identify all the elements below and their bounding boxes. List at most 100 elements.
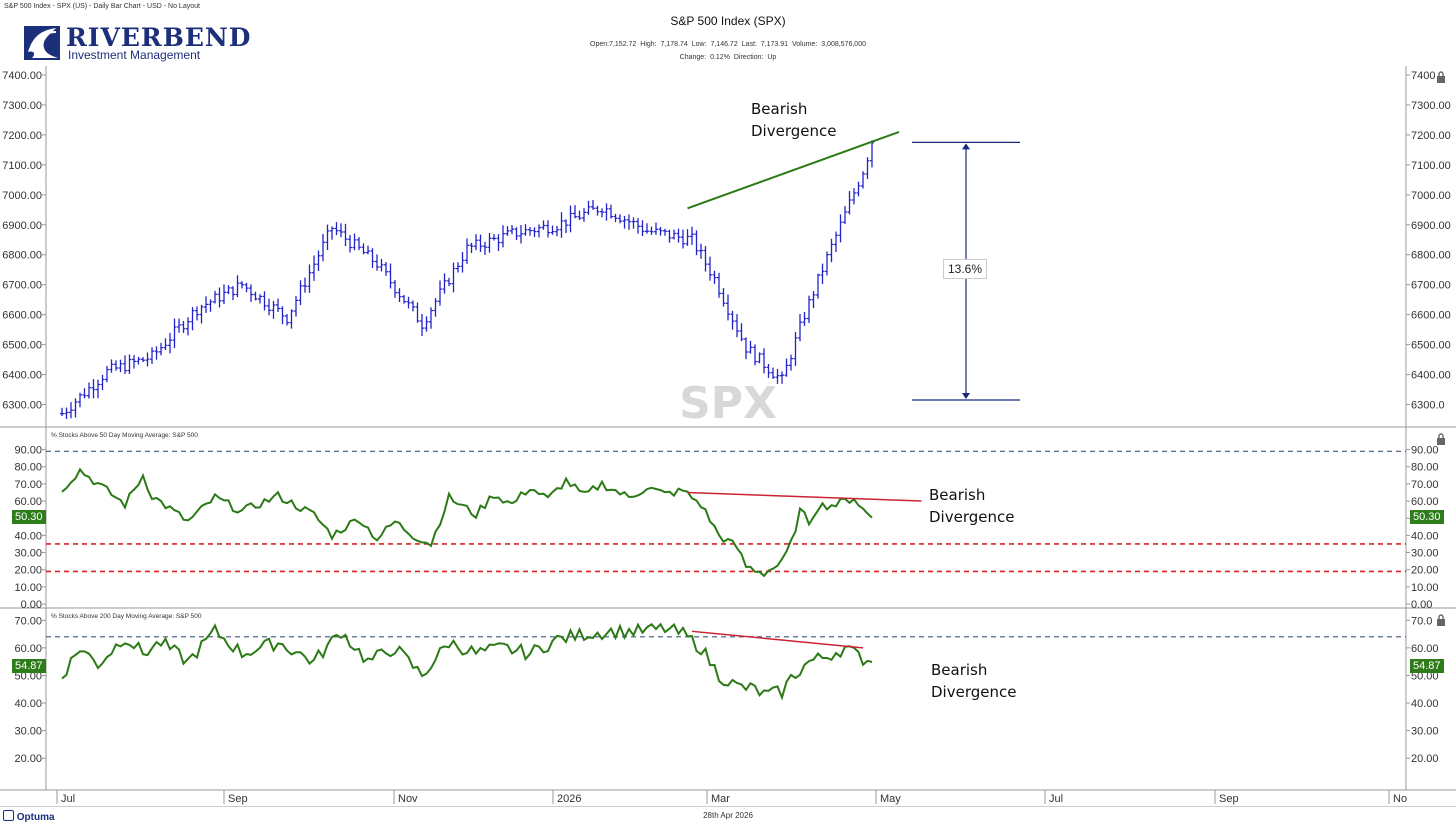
y-tick-label-right: 6400.00 [1411,370,1451,382]
price-bar [780,371,784,384]
lock-icon[interactable] [1436,70,1446,88]
price-bar [190,307,195,331]
price-bar [510,225,514,235]
price-bar [519,224,523,244]
price-bar [559,212,564,238]
price-bar [91,379,96,399]
price-bar [757,352,762,364]
price-bar [298,280,303,306]
price-bar [123,355,127,374]
y-tick-label-right: 20.00 [1411,753,1439,765]
logo-name: RIVERBEND [66,23,252,52]
price-bar [514,227,519,241]
price-bar [366,245,370,255]
y-tick-label-right: 40.00 [1411,698,1439,710]
y-tick-label-left: 7100.00 [2,160,42,172]
annotation-line-2: Divergence [931,683,1017,701]
ohlc-readout: Open:7,152.72 High: 7,178.74 Low: 7,146.… [590,41,866,48]
y-tick-label-right: 6300.0 [1411,400,1445,412]
price-bar [793,332,798,366]
price-bar [433,298,438,317]
price-bar [672,229,676,240]
price-bar [451,262,456,293]
y-tick-label-right: 40.00 [1411,530,1439,542]
y-tick-label-left: 6300.00 [2,400,42,412]
y-tick-label-right: 6800.00 [1411,250,1451,262]
watermark: SPX [679,378,777,429]
price-bar [829,238,834,263]
price-bar [645,223,649,234]
price-bar [649,226,654,235]
price-bar [856,181,861,197]
y-tick-label-left: 60.00 [14,496,42,508]
price-bar [465,238,469,264]
price-bar [726,294,730,321]
y-tick-label-left: 70.00 [14,615,42,627]
price-bar [204,296,208,313]
price-bar [744,337,748,360]
price-bar [240,281,244,289]
price-bar [636,218,640,234]
price-bar [334,222,339,236]
price-bar [253,291,258,301]
price-bar [406,296,411,309]
price-bar [721,288,726,307]
footer-date: 28th Apr 2026 [703,811,753,820]
breadth-line [61,467,873,578]
lock-icon[interactable] [1436,613,1446,631]
y-tick-label-right: 6500.00 [1411,340,1451,352]
breadth-50dma-panel [46,450,1406,578]
price-bar [595,205,600,216]
price-bar [865,157,870,180]
price-bar [681,229,685,249]
price-bar [771,367,775,379]
price-bar [163,338,168,351]
footer: Optuma 28th Apr 2026 [0,806,1456,827]
price-bar [276,298,280,312]
price-bar [424,316,429,332]
price-bar [690,226,694,245]
y-tick-label-right: 0.00 [1411,599,1432,611]
price-bar [811,291,816,309]
x-tick-label: No [1393,793,1407,805]
y-tick-label-left: 60.00 [14,643,42,655]
annotation-line-1: Bearish [929,486,986,504]
y-tick-label-left: 0.00 [21,599,42,611]
company-logo: RIVERBEND Investment Management [22,22,250,64]
price-bar [249,284,253,302]
price-bar [802,311,807,326]
annotation-bearish-divergence-50dma: Bearish Divergence [929,484,1014,528]
chart-info: S&P 500 Index - SPX (US) - Daily Bar Cha… [4,3,200,10]
price-bar [420,314,424,336]
price-bar [177,318,181,333]
price-bar [393,279,397,298]
price-bar [132,354,136,369]
price-bar [294,296,298,317]
price-bar [348,234,352,253]
y-tick-label-right: 80.00 [1411,462,1439,474]
y-tick-label-left: 30.00 [14,548,42,560]
price-bar [222,284,226,305]
price-bar [717,272,721,298]
price-bar [438,280,442,306]
price-bar [483,241,487,255]
price-bar [541,220,546,230]
price-bar [600,208,604,218]
y-tick-label-left: 70.00 [14,479,42,491]
y-tick-label-right: 60.00 [1411,643,1439,655]
x-tick-label: May [880,793,901,805]
measure-label: 13.6% [943,259,988,279]
price-bar [388,263,393,289]
price-bar [141,357,145,363]
price-bar [213,290,217,304]
y-tick-label-right: 6600.00 [1411,310,1451,322]
price-bar [109,359,114,373]
y-tick-label-left: 7300.00 [2,100,42,112]
price-bar [231,286,235,301]
price-bar [712,270,717,284]
price-bar [244,282,249,293]
price-bar [537,224,541,238]
price-bar [186,317,190,336]
price-bar [676,228,681,243]
lock-icon[interactable] [1436,432,1446,450]
